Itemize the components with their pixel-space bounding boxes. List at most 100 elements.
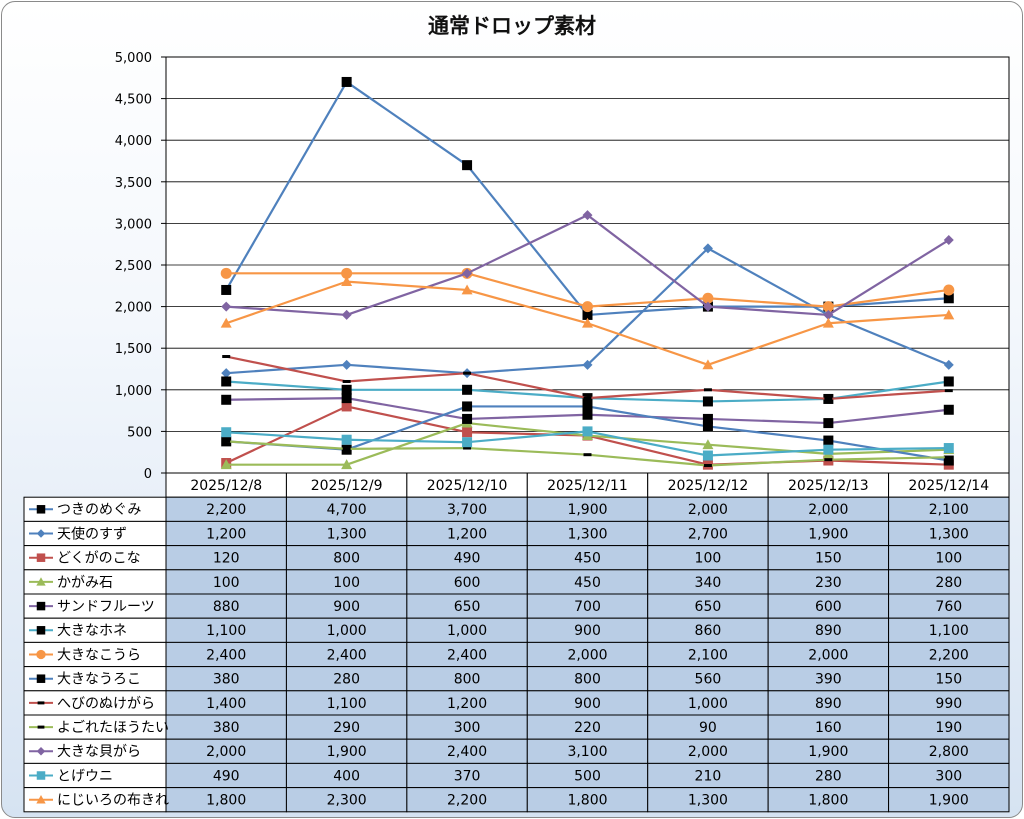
data-point <box>462 268 473 279</box>
data-label: 900 <box>333 599 360 615</box>
data-label: 1,100 <box>327 696 367 712</box>
legend-key-marker <box>37 701 45 705</box>
data-point <box>823 418 834 429</box>
data-label: 890 <box>815 696 842 712</box>
data-cell <box>165 666 287 692</box>
data-label: 3,700 <box>447 502 487 518</box>
data-point <box>221 301 232 312</box>
data-label: 100 <box>695 551 722 567</box>
legend-entry: 大きなこうら <box>57 647 141 663</box>
data-cell <box>406 496 528 522</box>
data-label: 2,700 <box>688 526 728 542</box>
data-label: 560 <box>695 672 722 688</box>
data-point <box>341 401 352 412</box>
data-cell <box>647 690 769 716</box>
data-point <box>702 439 714 450</box>
legend-entry: へびのぬけがら <box>57 696 155 712</box>
data-label: 1,300 <box>929 526 969 542</box>
data-label: 210 <box>695 768 722 784</box>
data-label: 1,000 <box>327 623 367 639</box>
data-label: 2,100 <box>688 647 728 663</box>
data-label: 2,000 <box>688 744 728 760</box>
data-point <box>341 309 352 320</box>
data-point <box>462 413 473 424</box>
data-label: 1,200 <box>447 696 487 712</box>
data-cell <box>647 738 769 764</box>
data-label: 220 <box>574 720 601 736</box>
data-cell <box>526 545 649 571</box>
data-point <box>943 455 954 466</box>
data-point <box>462 437 473 448</box>
data-cell <box>406 738 528 764</box>
data-label: 500 <box>574 768 601 784</box>
y-tick-label: 3,500 <box>115 176 152 191</box>
data-point <box>702 396 713 407</box>
data-cell <box>526 787 649 813</box>
data-point <box>341 76 352 87</box>
data-point <box>702 450 713 461</box>
data-label: 2,200 <box>206 502 246 518</box>
data-cell <box>888 714 1010 740</box>
series-13 <box>220 276 955 370</box>
data-label: 1,200 <box>447 526 487 542</box>
data-point <box>702 421 713 432</box>
data-cell <box>647 714 769 740</box>
legend-key-marker <box>36 771 46 780</box>
data-cell <box>767 569 890 595</box>
y-tick-label: 2,500 <box>115 259 152 274</box>
data-point <box>341 276 353 287</box>
data-label: 2,400 <box>206 647 246 663</box>
data-label: 2,000 <box>808 647 848 663</box>
data-label: 230 <box>815 575 842 591</box>
data-point <box>943 235 954 246</box>
data-cell <box>888 617 1010 643</box>
data-point <box>583 396 592 400</box>
data-point <box>221 394 232 405</box>
data-label: 2,400 <box>447 744 487 760</box>
x-tick-label: 2025/12/10 <box>427 478 508 494</box>
data-point <box>703 464 712 468</box>
data-label: 700 <box>574 599 601 615</box>
data-cell <box>406 520 528 547</box>
data-label: 800 <box>333 551 360 567</box>
data-point <box>221 427 232 438</box>
data-label: 1,200 <box>206 526 246 542</box>
data-point <box>944 389 953 393</box>
data-cell <box>526 496 649 522</box>
data-point <box>341 459 353 470</box>
data-cell <box>285 690 408 716</box>
data-point <box>702 301 713 312</box>
data-label: 300 <box>935 768 962 784</box>
data-label: 1,300 <box>327 526 367 542</box>
data-label: 160 <box>815 720 842 736</box>
data-point <box>220 317 232 328</box>
data-label: 2,000 <box>808 502 848 518</box>
data-label: 1,900 <box>327 744 367 760</box>
data-point <box>944 455 953 459</box>
data-label: 1,400 <box>206 696 246 712</box>
data-cell <box>526 762 649 789</box>
data-cell <box>888 569 1010 595</box>
data-label: 2,000 <box>688 502 728 518</box>
data-label: 1,300 <box>567 526 607 542</box>
data-cell <box>526 617 649 643</box>
x-tick-label: 2025/12/13 <box>788 478 869 494</box>
data-point <box>943 293 954 304</box>
data-label: 380 <box>213 720 240 736</box>
x-tick-label: 2025/12/14 <box>908 478 989 494</box>
legend-entry: かがみ石 <box>57 575 113 591</box>
data-cell <box>285 787 408 813</box>
data-label: 1,800 <box>206 793 246 809</box>
data-point <box>582 401 593 412</box>
legend-entry: よごれたほうたい <box>57 720 169 736</box>
data-point <box>582 426 593 437</box>
data-point <box>341 267 353 279</box>
data-label: 650 <box>454 599 481 615</box>
data-cell <box>647 545 769 571</box>
data-cell <box>526 593 649 619</box>
data-label: 1,100 <box>929 623 969 639</box>
data-cell <box>165 787 287 813</box>
data-cell <box>888 545 1010 571</box>
data-cell <box>888 762 1010 789</box>
y-tick-label: 1,000 <box>115 384 152 399</box>
